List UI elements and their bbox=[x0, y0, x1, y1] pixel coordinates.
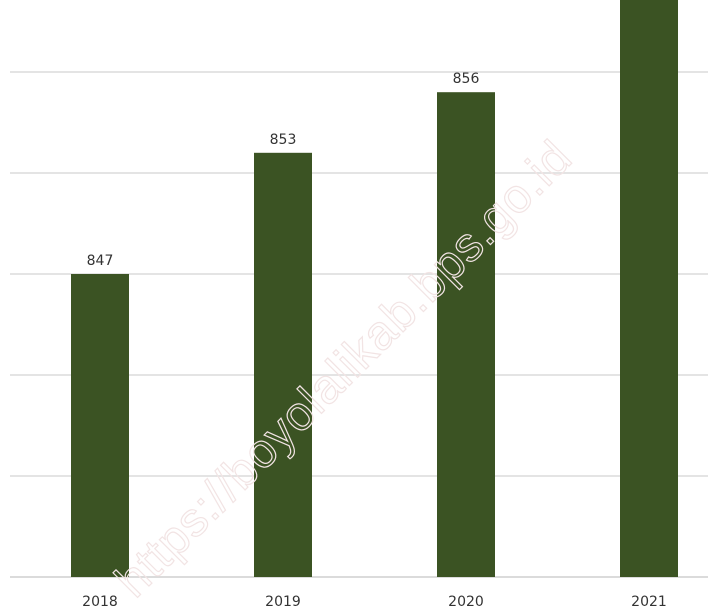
bar-2020 bbox=[437, 92, 495, 577]
x-tick-label-2021: 2021 bbox=[631, 594, 667, 610]
data-label-2018: 847 bbox=[87, 253, 114, 269]
bars bbox=[71, 0, 678, 578]
data-labels: 847853856862 bbox=[87, 71, 480, 269]
x-tick-label-2020: 2020 bbox=[448, 594, 484, 610]
data-label-2020: 856 bbox=[453, 71, 480, 87]
x-tick-label-2019: 2019 bbox=[265, 594, 301, 610]
bar-2019 bbox=[254, 152, 312, 578]
bar-2021 bbox=[620, 0, 678, 577]
data-label-2019: 853 bbox=[270, 132, 297, 148]
x-tick-label-2018: 2018 bbox=[82, 594, 118, 610]
bar-2018 bbox=[71, 274, 129, 577]
x-axis-tick-labels: 2018 2019 2020 2021 bbox=[82, 594, 667, 610]
watermark-text: https://boyolalikab.bps.go.id bbox=[106, 131, 583, 608]
